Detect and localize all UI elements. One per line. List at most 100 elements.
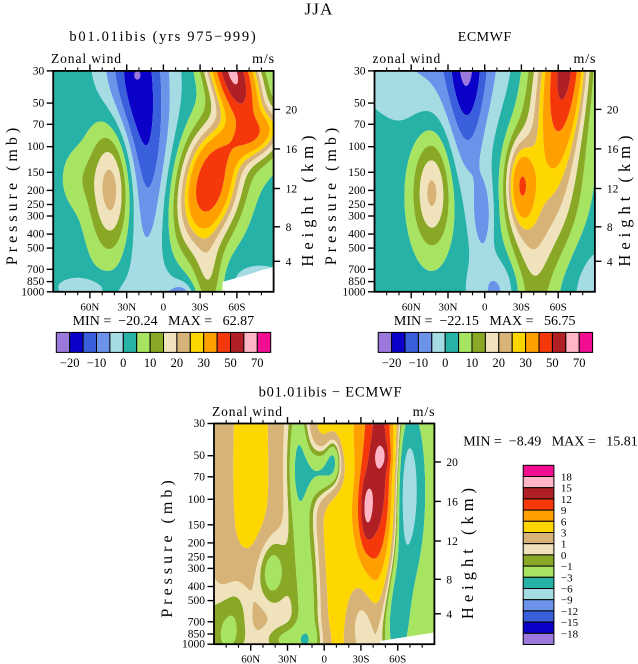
- svg-text:8: 8: [607, 222, 613, 234]
- svg-text:Zonal wind: Zonal wind: [51, 51, 122, 66]
- svg-text:−6: −6: [561, 584, 573, 596]
- svg-text:20: 20: [607, 104, 619, 116]
- svg-text:3: 3: [561, 528, 567, 540]
- svg-text:200: 200: [188, 537, 206, 549]
- svg-text:Pressure (mb): Pressure (mb): [323, 124, 340, 265]
- svg-text:18: 18: [561, 472, 573, 484]
- svg-text:500: 500: [27, 243, 45, 255]
- svg-text:60N: 60N: [241, 654, 260, 664]
- svg-text:b01.01ibis (yrs 975−999): b01.01ibis (yrs 975−999): [69, 29, 257, 45]
- svg-text:0: 0: [442, 356, 448, 370]
- svg-text:700: 700: [348, 264, 366, 276]
- svg-text:1: 1: [561, 539, 567, 551]
- svg-text:200: 200: [27, 185, 45, 197]
- svg-text:0: 0: [161, 301, 167, 313]
- svg-text:−20: −20: [382, 356, 402, 370]
- svg-text:60S: 60S: [550, 301, 567, 313]
- svg-text:MIN = −20.24 MAX = 62.87: MIN = −20.24 MAX = 62.87: [73, 314, 255, 329]
- svg-text:150: 150: [348, 167, 366, 179]
- svg-text:−15: −15: [561, 617, 579, 629]
- svg-text:0: 0: [120, 356, 126, 370]
- svg-text:16: 16: [286, 144, 298, 156]
- svg-text:16: 16: [607, 144, 619, 156]
- svg-text:300: 300: [188, 563, 206, 575]
- svg-text:12: 12: [286, 184, 298, 196]
- svg-text:30N: 30N: [117, 301, 136, 313]
- svg-text:60N: 60N: [402, 301, 421, 313]
- svg-text:m/s: m/s: [252, 52, 275, 67]
- svg-text:m/s: m/s: [573, 52, 596, 67]
- svg-text:30: 30: [519, 356, 532, 370]
- svg-text:50: 50: [354, 98, 366, 110]
- svg-text:0: 0: [561, 550, 567, 562]
- svg-text:50: 50: [546, 356, 559, 370]
- svg-text:30: 30: [33, 65, 45, 77]
- svg-text:400: 400: [27, 229, 45, 241]
- svg-text:250: 250: [348, 199, 366, 211]
- svg-text:−20: −20: [60, 356, 80, 370]
- svg-text:850: 850: [348, 276, 366, 288]
- svg-text:30S: 30S: [352, 654, 369, 664]
- svg-text:500: 500: [188, 595, 206, 607]
- svg-text:150: 150: [188, 519, 206, 531]
- svg-text:30S: 30S: [513, 301, 530, 313]
- svg-text:−12: −12: [561, 606, 578, 618]
- svg-text:−10: −10: [87, 356, 107, 370]
- svg-text:200: 200: [348, 185, 366, 197]
- svg-text:30: 30: [197, 356, 210, 370]
- svg-text:ECMWF: ECMWF: [458, 30, 512, 45]
- svg-text:9: 9: [561, 505, 567, 517]
- svg-text:60S: 60S: [228, 301, 245, 313]
- svg-text:100: 100: [348, 141, 366, 153]
- svg-text:70: 70: [573, 356, 586, 370]
- svg-text:20: 20: [171, 356, 184, 370]
- svg-text:700: 700: [27, 264, 45, 276]
- svg-text:12: 12: [446, 536, 458, 548]
- svg-text:250: 250: [188, 551, 206, 563]
- svg-text:100: 100: [188, 494, 206, 506]
- svg-text:Height (km): Height (km): [298, 130, 317, 266]
- svg-text:250: 250: [27, 199, 45, 211]
- svg-text:30: 30: [194, 418, 206, 430]
- svg-text:60S: 60S: [389, 654, 406, 664]
- svg-text:8: 8: [286, 222, 292, 234]
- svg-text:50: 50: [224, 356, 237, 370]
- svg-text:70: 70: [251, 356, 264, 370]
- svg-text:16: 16: [446, 496, 458, 508]
- svg-text:10: 10: [144, 356, 157, 370]
- svg-text:JJA: JJA: [304, 0, 333, 19]
- svg-text:400: 400: [348, 229, 366, 241]
- svg-text:12: 12: [561, 494, 572, 506]
- svg-text:30S: 30S: [192, 301, 209, 313]
- svg-text:70: 70: [33, 119, 45, 131]
- svg-text:−18: −18: [561, 628, 579, 640]
- svg-text:4: 4: [446, 609, 452, 621]
- svg-text:50: 50: [194, 450, 206, 462]
- svg-text:400: 400: [188, 581, 206, 593]
- svg-text:10: 10: [466, 356, 479, 370]
- svg-text:150: 150: [27, 167, 45, 179]
- svg-text:1000: 1000: [343, 286, 366, 298]
- svg-text:20: 20: [286, 104, 298, 116]
- svg-text:1000: 1000: [21, 286, 44, 298]
- svg-text:12: 12: [607, 184, 619, 196]
- svg-text:−1: −1: [561, 561, 573, 573]
- svg-text:m/s: m/s: [413, 405, 436, 420]
- svg-text:100: 100: [27, 141, 45, 153]
- svg-text:20: 20: [493, 356, 506, 370]
- svg-text:Height (km): Height (km): [615, 130, 634, 266]
- svg-text:8: 8: [446, 574, 452, 586]
- svg-text:500: 500: [348, 243, 366, 255]
- svg-text:70: 70: [354, 119, 366, 131]
- svg-text:−3: −3: [561, 572, 573, 584]
- svg-text:MIN = −22.15 MAX = 56.75: MIN = −22.15 MAX = 56.75: [394, 314, 576, 329]
- svg-text:700: 700: [188, 616, 206, 628]
- svg-text:Pressure (mb): Pressure (mb): [4, 124, 21, 265]
- svg-text:0: 0: [482, 301, 488, 313]
- svg-text:1000: 1000: [182, 639, 205, 651]
- svg-text:−10: −10: [409, 356, 429, 370]
- svg-text:4: 4: [286, 256, 292, 268]
- svg-text:300: 300: [348, 211, 366, 223]
- svg-text:b01.01ibis − ECMWF: b01.01ibis − ECMWF: [259, 385, 403, 401]
- svg-text:850: 850: [27, 276, 45, 288]
